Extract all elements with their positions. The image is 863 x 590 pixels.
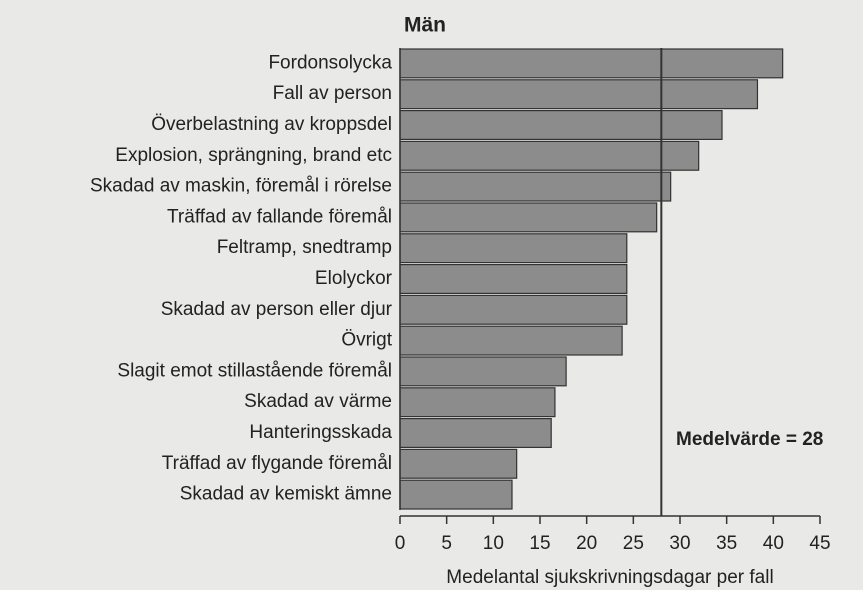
y-tick-label: Slagit emot stillastående föremål (117, 360, 392, 381)
y-tick-label: Överbelastning av kroppsdel (151, 114, 392, 135)
x-tick-label: 25 (623, 533, 644, 554)
y-tick-label: Träffad av flygande föremål (162, 453, 392, 474)
y-tick-label: Fall av person (273, 83, 392, 104)
y-tick-label: Elolyckor (315, 268, 393, 289)
y-tick-label: Skadad av maskin, föremål i rörelse (90, 176, 392, 197)
x-tick-label: 45 (809, 533, 830, 554)
bar (399, 109, 723, 140)
y-tick-label: Feltramp, snedtramp (217, 237, 392, 258)
bar (399, 356, 567, 387)
bar (399, 233, 628, 264)
y-tick-label: Skadad av person eller djur (161, 299, 393, 320)
bar (399, 387, 556, 418)
y-tick-label: Övrigt (341, 330, 392, 351)
x-tick-label: 30 (669, 533, 690, 554)
bar (399, 479, 513, 510)
x-tick-label: 40 (763, 533, 784, 554)
bar (399, 325, 623, 356)
y-tick-label: Träffad av fallande föremål (167, 206, 392, 227)
bar (399, 48, 784, 79)
x-tick-label: 35 (716, 533, 737, 554)
y-tick-label: Fordonsolycka (268, 52, 392, 73)
chart-title: Män (404, 14, 446, 37)
x-tick-label: 20 (576, 533, 597, 554)
bar (399, 448, 518, 479)
mean-label: Medelvärde = 28 (676, 429, 823, 450)
x-tick-label: 0 (395, 533, 406, 554)
y-tick-label: Hanteringsskada (249, 422, 392, 443)
bar (399, 418, 552, 449)
y-tick-label: Skadad av värme (244, 391, 392, 412)
x-tick-label: 5 (441, 533, 452, 554)
y-tick-label: Explosion, sprängning, brand etc (115, 145, 392, 166)
bar (399, 171, 672, 202)
bar (399, 264, 628, 295)
x-tick-label: 15 (529, 533, 550, 554)
y-tick-label: Skadad av kemiskt ämne (180, 484, 392, 505)
bar (399, 294, 628, 325)
bar (399, 202, 658, 233)
bar (399, 79, 759, 110)
x-tick-label: 10 (483, 533, 504, 554)
x-axis-label: Medelantal sjukskrivningsdagar per fall (446, 567, 773, 588)
bar (399, 140, 700, 171)
